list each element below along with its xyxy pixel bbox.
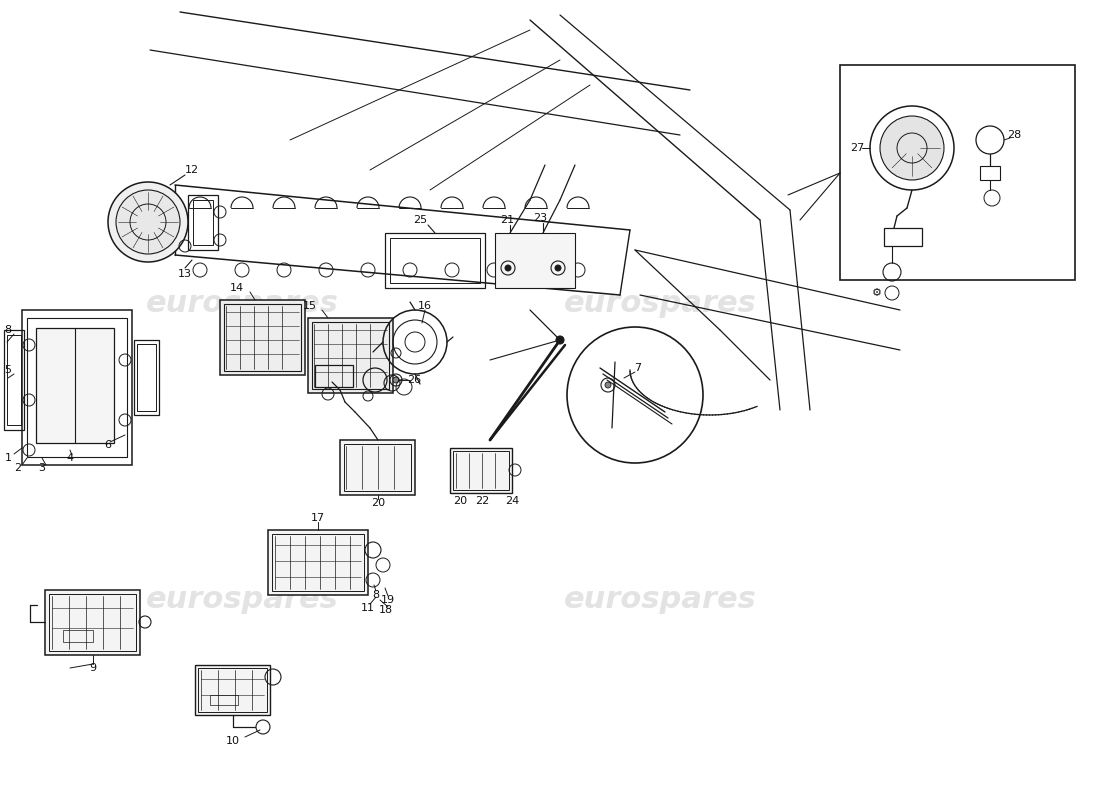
Bar bbox=[45, 590, 140, 655]
Bar bbox=[7, 335, 21, 425]
Text: 20: 20 bbox=[371, 498, 385, 508]
Bar bbox=[224, 304, 301, 371]
Text: 3: 3 bbox=[39, 463, 45, 473]
Text: 24: 24 bbox=[505, 496, 519, 506]
Circle shape bbox=[605, 382, 610, 388]
Bar bbox=[198, 668, 267, 712]
Text: 18: 18 bbox=[378, 605, 393, 615]
Bar bbox=[308, 318, 393, 393]
Text: 20: 20 bbox=[453, 496, 468, 506]
Bar bbox=[385, 233, 485, 288]
Bar bbox=[453, 451, 509, 490]
Bar bbox=[268, 530, 368, 595]
Bar bbox=[390, 238, 480, 283]
Circle shape bbox=[556, 336, 564, 344]
Text: 10: 10 bbox=[226, 736, 240, 746]
Bar bbox=[50, 594, 136, 651]
Text: 14: 14 bbox=[230, 283, 244, 293]
Text: eurospares: eurospares bbox=[145, 586, 339, 614]
Text: 27: 27 bbox=[850, 143, 865, 153]
Text: 12: 12 bbox=[185, 165, 199, 175]
Text: 21: 21 bbox=[499, 215, 514, 225]
Bar bbox=[36, 328, 114, 443]
Bar bbox=[192, 200, 213, 245]
Bar bbox=[340, 440, 415, 495]
Bar bbox=[272, 534, 364, 591]
Circle shape bbox=[393, 377, 399, 383]
Circle shape bbox=[505, 265, 512, 271]
Bar bbox=[840, 65, 1075, 280]
Bar bbox=[134, 340, 159, 415]
Text: eurospares: eurospares bbox=[563, 586, 757, 614]
Text: 16: 16 bbox=[418, 301, 432, 311]
Bar bbox=[315, 365, 353, 387]
Text: 7: 7 bbox=[635, 363, 641, 373]
Bar bbox=[312, 322, 389, 389]
Text: 9: 9 bbox=[89, 663, 97, 673]
Bar bbox=[28, 318, 126, 457]
Text: 23: 23 bbox=[532, 213, 547, 223]
Bar bbox=[980, 166, 1000, 180]
Bar bbox=[22, 310, 132, 465]
Circle shape bbox=[556, 265, 561, 271]
Circle shape bbox=[880, 116, 944, 180]
Text: 26: 26 bbox=[407, 375, 421, 385]
Text: 5: 5 bbox=[4, 365, 11, 375]
Bar bbox=[884, 228, 922, 246]
Text: eurospares: eurospares bbox=[563, 290, 757, 318]
Text: 8: 8 bbox=[4, 325, 12, 335]
Bar bbox=[344, 444, 411, 491]
Text: 2: 2 bbox=[14, 463, 22, 473]
Text: 17: 17 bbox=[311, 513, 326, 523]
Text: 8: 8 bbox=[373, 590, 380, 600]
Bar bbox=[195, 665, 270, 715]
Text: 1: 1 bbox=[4, 453, 11, 463]
Circle shape bbox=[108, 182, 188, 262]
Text: eurospares: eurospares bbox=[145, 290, 339, 318]
Bar bbox=[138, 344, 156, 411]
Bar bbox=[63, 630, 94, 642]
Bar bbox=[188, 195, 218, 250]
Bar bbox=[210, 695, 238, 705]
Text: 13: 13 bbox=[178, 269, 192, 279]
Text: 11: 11 bbox=[361, 603, 375, 613]
Text: 19: 19 bbox=[381, 595, 395, 605]
Circle shape bbox=[116, 190, 180, 254]
Bar bbox=[220, 300, 305, 375]
Text: 6: 6 bbox=[104, 440, 111, 450]
Bar bbox=[4, 330, 24, 430]
Text: ⚙: ⚙ bbox=[872, 288, 882, 298]
Text: 22: 22 bbox=[475, 496, 490, 506]
Text: 15: 15 bbox=[302, 301, 317, 311]
Bar bbox=[495, 233, 575, 288]
Text: 4: 4 bbox=[66, 453, 74, 463]
Text: 28: 28 bbox=[1006, 130, 1021, 140]
Bar bbox=[450, 448, 512, 493]
Text: 25: 25 bbox=[412, 215, 427, 225]
